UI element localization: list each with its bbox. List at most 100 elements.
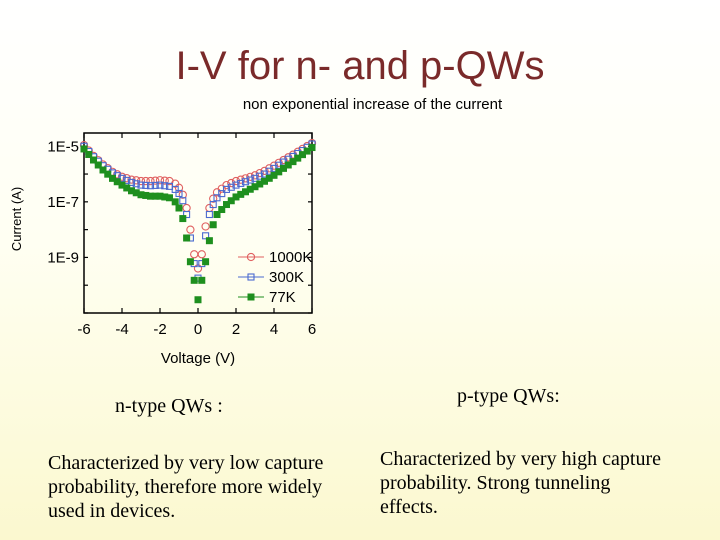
data-point-300K — [161, 182, 169, 190]
p-type-description: Characterized by very high capture proba… — [380, 448, 661, 518]
data-point-300K — [156, 181, 164, 189]
data-point-77K — [104, 170, 112, 178]
data-point-300K — [205, 210, 213, 219]
legend-label-1000K: 1000K — [269, 249, 312, 266]
data-point-77K — [109, 174, 116, 182]
data-point-77K — [202, 258, 210, 266]
data-point-77K — [223, 201, 230, 209]
data-point-300K — [246, 176, 254, 184]
data-point-300K — [142, 181, 150, 189]
data-point-77K — [232, 193, 240, 201]
data-point-77K — [194, 296, 202, 304]
data-point-77K — [94, 161, 102, 169]
data-point-1000K — [227, 178, 236, 188]
data-point-1000K — [127, 175, 136, 184]
legend-marker-1000K — [246, 252, 256, 262]
x-axis-label: Voltage (V) — [161, 350, 235, 367]
data-point-300K — [146, 182, 155, 190]
data-point-300K — [179, 197, 187, 205]
data-point-1000K — [236, 175, 245, 184]
iv-chart: -6 -4 -2 0 2 4 6 1E-5 1E-7 1E-9 1000K 300K 77K Volt… — [9, 132, 316, 367]
data-point-77K — [261, 177, 268, 185]
data-point-300K — [127, 178, 136, 186]
data-point-77K — [90, 156, 97, 164]
y-tick-label: 1E-5 — [47, 138, 79, 155]
data-point-77K — [183, 234, 191, 242]
data-point-1000K — [201, 222, 210, 231]
data-point-77K — [186, 258, 194, 266]
legend-label-300K: 300K — [269, 269, 304, 286]
data-point-77K — [227, 197, 235, 205]
data-point-77K — [270, 171, 278, 179]
data-point-300K — [202, 232, 210, 240]
data-point-77K — [198, 276, 206, 284]
data-point-77K — [289, 158, 297, 166]
legend-label-77K: 77K — [269, 289, 296, 306]
data-point-77K — [142, 191, 150, 199]
n-type-description: Characterized by very low capture probab… — [48, 452, 324, 522]
data-point-77K — [190, 276, 198, 284]
data-point-77K — [251, 183, 259, 191]
x-tick-label: -4 — [115, 321, 128, 338]
data-point-300K — [123, 176, 131, 184]
data-point-1000K — [250, 171, 260, 180]
data-point-77K — [179, 215, 187, 223]
data-point-77K — [137, 191, 145, 199]
y-tick-label: 1E-7 — [47, 194, 79, 211]
y-axis-label: Current (A) — [9, 187, 24, 251]
data-point-1000K — [269, 161, 279, 170]
x-tick-label: 4 — [270, 321, 278, 338]
data-point-300K — [251, 174, 259, 182]
data-point-77K — [237, 190, 245, 198]
data-point-1000K — [265, 164, 274, 173]
data-point-1000K — [246, 172, 255, 181]
y-tick-label: 1E-9 — [47, 249, 79, 266]
data-point-77K — [85, 150, 93, 158]
data-point-77K — [275, 168, 283, 176]
data-point-1000K — [274, 158, 283, 167]
data-point-77K — [218, 206, 226, 214]
data-point-1000K — [209, 194, 218, 203]
data-point-77K — [128, 187, 135, 195]
p-type-heading: p-type QWs: — [457, 385, 560, 407]
data-point-300K — [256, 172, 264, 180]
x-tick-label: 6 — [308, 321, 316, 338]
data-point-77K — [294, 154, 302, 162]
data-point-1000K — [146, 176, 155, 186]
n-type-heading: n-type QWs : — [115, 395, 223, 417]
series-77K — [80, 144, 316, 304]
data-point-1000K — [284, 153, 293, 162]
data-point-77K — [161, 193, 169, 201]
data-point-1000K — [255, 168, 264, 178]
data-point-77K — [156, 192, 164, 200]
data-point-77K — [284, 161, 292, 169]
data-point-77K — [171, 198, 179, 206]
data-point-300K — [132, 180, 140, 188]
data-point-300K — [209, 200, 217, 209]
slide-subtitle: non exponential increase of the current — [242, 96, 503, 113]
data-point-77K — [132, 189, 140, 197]
data-point-1000K — [260, 166, 269, 176]
data-point-77K — [303, 147, 311, 155]
data-point-1000K — [122, 174, 131, 183]
y-axis-label-text: Current (A) — [9, 187, 24, 251]
data-point-300K — [237, 179, 245, 187]
data-point-77K — [99, 166, 107, 174]
data-point-77K — [299, 151, 306, 159]
data-point-300K — [241, 178, 250, 186]
data-point-1000K — [117, 172, 127, 181]
legend-marker-77K — [247, 293, 255, 301]
data-point-1000K — [160, 176, 169, 185]
data-point-77K — [205, 237, 213, 245]
data-point-77K — [280, 164, 287, 172]
data-point-300K — [232, 181, 240, 189]
data-point-1000K — [155, 176, 165, 185]
data-point-1000K — [197, 250, 206, 259]
x-tick-label: 2 — [232, 321, 240, 338]
data-point-77K — [265, 174, 273, 182]
data-point-77K — [123, 184, 131, 192]
data-point-1000K — [174, 183, 184, 192]
data-point-300K — [183, 210, 191, 219]
data-point-1000K — [231, 176, 241, 186]
data-point-300K — [222, 185, 231, 193]
